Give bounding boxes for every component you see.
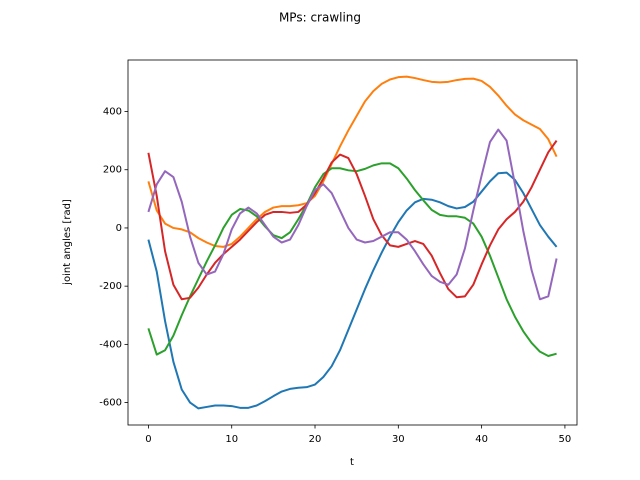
y-tick-label: -600 <box>99 398 122 409</box>
y-tick-label: 400 <box>103 107 122 118</box>
series-line <box>147 140 558 301</box>
x-tick-label: 10 <box>225 434 238 445</box>
x-tick-label: 30 <box>392 434 405 445</box>
x-tick-label: 20 <box>309 434 322 445</box>
x-tick-label: 0 <box>145 434 151 445</box>
series-line <box>147 162 557 358</box>
y-tick-label: 200 <box>103 165 122 176</box>
series-line <box>147 128 558 301</box>
plot-frame <box>127 59 578 426</box>
x-tick-label: 40 <box>475 434 488 445</box>
x-tick-label: 50 <box>559 434 572 445</box>
y-tick-label: -400 <box>99 339 122 350</box>
y-tick-label: -200 <box>99 281 122 292</box>
x-axis-label: t <box>350 457 354 468</box>
chart-title: MPs: crawling <box>279 11 361 25</box>
y-tick-label: 0 <box>116 223 122 234</box>
series-line <box>147 171 558 410</box>
y-axis-label: joint angles [rad] <box>62 199 73 286</box>
series-line <box>147 75 558 248</box>
